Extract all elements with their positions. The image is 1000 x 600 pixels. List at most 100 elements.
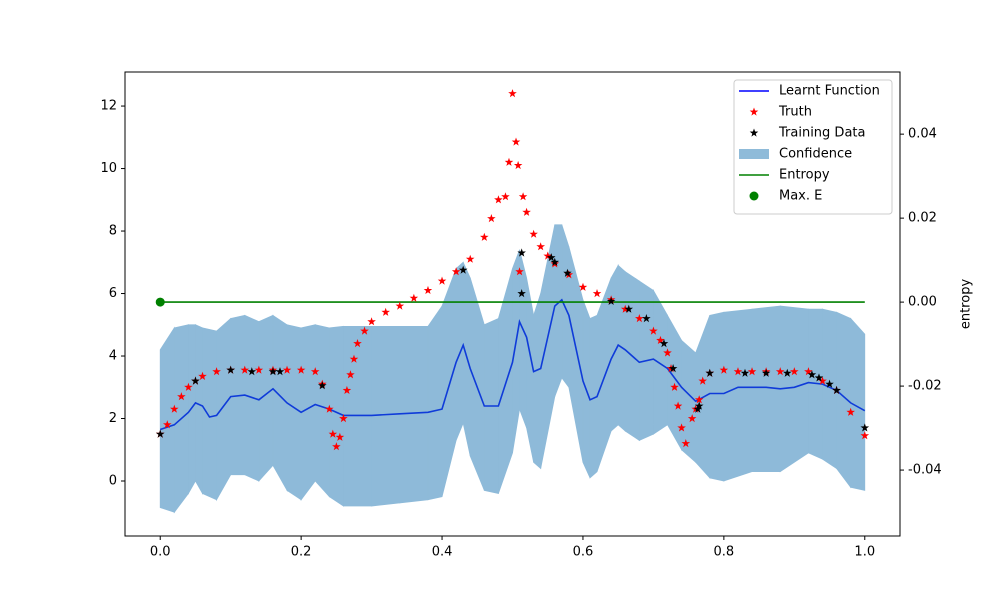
star-marker [698, 376, 707, 385]
star-marker [635, 314, 644, 323]
star-marker [649, 326, 658, 335]
legend-dot [749, 191, 759, 201]
star-marker [733, 367, 743, 376]
band-segment [230, 314, 246, 476]
star-marker [240, 365, 250, 374]
star-marker [437, 276, 447, 285]
band-segment [582, 299, 591, 479]
band-segment [653, 288, 668, 435]
star-marker [360, 326, 369, 335]
confidence-band [159, 224, 866, 514]
star-marker [346, 370, 355, 379]
legend-box [733, 79, 893, 215]
star-marker [511, 137, 521, 146]
star-marker [783, 368, 792, 377]
band-segment [371, 325, 401, 507]
y-tick-label: 6 [109, 286, 117, 301]
x-tick-label: 0.8 [714, 545, 735, 560]
star-marker [687, 414, 697, 423]
star-marker [761, 368, 771, 377]
star-marker [846, 407, 855, 416]
band-segment [850, 317, 866, 491]
band-segment [751, 305, 781, 473]
star-marker [606, 296, 616, 305]
star-marker [807, 370, 817, 379]
legend-label: Confidence [779, 147, 852, 162]
star-marker [184, 382, 193, 391]
y-tick-label: 10 [100, 161, 117, 176]
band-segment [399, 325, 429, 504]
star-marker [275, 367, 285, 376]
star-marker [547, 253, 556, 262]
band-segment [561, 224, 570, 389]
legend-label: Truth [778, 105, 812, 120]
y2-tick-label: 0.04 [908, 127, 937, 142]
band-segment [526, 277, 535, 463]
band-segment [638, 280, 654, 442]
band-segment [624, 270, 640, 442]
band-segment [617, 264, 626, 432]
x-tick-label: 0.2 [291, 545, 312, 560]
star-marker [296, 365, 306, 374]
star-marker [656, 335, 665, 344]
star-marker [659, 339, 669, 348]
star-marker [620, 304, 630, 313]
star-marker [563, 268, 572, 277]
star-marker [694, 401, 704, 410]
star-marker [677, 423, 686, 432]
band-segment [314, 324, 330, 498]
star-marker [818, 376, 827, 385]
y-tick-label: 2 [109, 411, 117, 426]
star-marker [339, 414, 348, 423]
y-tick-label: 12 [100, 99, 117, 114]
axes-frame [124, 71, 901, 537]
star-marker [804, 367, 813, 376]
star-marker [409, 293, 419, 302]
band-segment [610, 263, 619, 432]
band-segment [427, 304, 443, 501]
x-tick-label: 0.0 [150, 545, 171, 560]
star-marker [268, 367, 278, 376]
star-marker [550, 257, 560, 266]
band-segment [216, 317, 232, 502]
star-marker [487, 214, 496, 223]
star-marker [395, 301, 405, 310]
star-marker [508, 89, 517, 98]
star-marker [663, 348, 672, 357]
star-marker [719, 365, 729, 374]
band-segment [328, 325, 344, 507]
star-marker [705, 368, 715, 377]
band-segment [173, 324, 189, 514]
y2-tick-label: 0.00 [908, 295, 937, 310]
band-segment [483, 317, 499, 495]
star-marker [673, 401, 683, 410]
star-marker [668, 364, 678, 373]
band-segment [300, 324, 316, 501]
star-marker [522, 207, 531, 216]
star-marker [681, 439, 691, 448]
star-marker [518, 192, 528, 201]
star-marker [325, 404, 334, 413]
star-marker [226, 365, 235, 374]
star-marker [163, 420, 172, 429]
star-marker [832, 385, 841, 394]
star-marker [860, 431, 870, 440]
band-segment [695, 315, 711, 479]
band-segment [723, 308, 753, 482]
y2-tick-label: -0.04 [908, 463, 942, 478]
star-marker [458, 265, 468, 274]
star-marker [198, 371, 207, 380]
star-marker [513, 160, 523, 170]
star-marker [517, 248, 526, 257]
star-marker [381, 307, 390, 316]
legend-star [749, 128, 759, 137]
star-marker [624, 304, 633, 313]
band-segment [195, 324, 203, 496]
plot-area [155, 89, 870, 514]
legend-patch [739, 149, 769, 159]
band-segment [533, 293, 542, 470]
star-marker [747, 367, 757, 376]
band-segment [589, 314, 598, 479]
star-marker [694, 395, 704, 404]
y-tick-label: 8 [109, 224, 117, 239]
